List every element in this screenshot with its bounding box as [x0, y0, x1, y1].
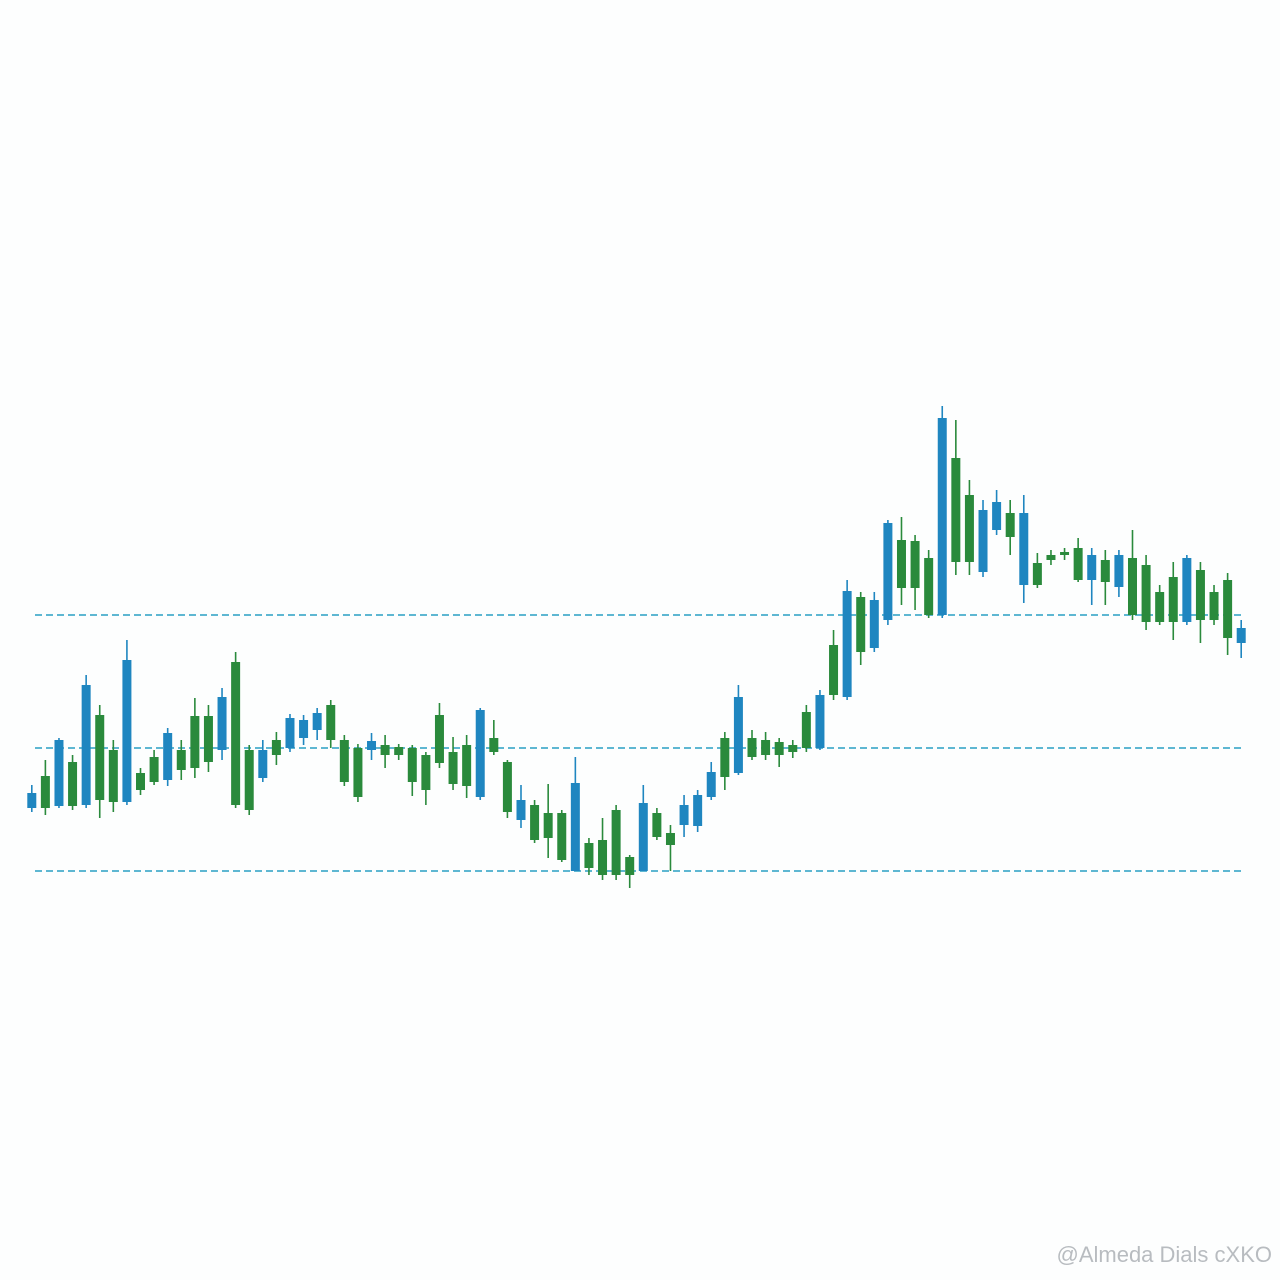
candle-body	[367, 741, 377, 750]
candle-body	[353, 748, 363, 797]
candle-body	[1046, 555, 1056, 560]
candle-body	[530, 805, 540, 840]
candle-body	[1195, 570, 1205, 620]
candle-body	[1223, 580, 1233, 638]
candle-body	[829, 645, 839, 695]
candle-body	[475, 710, 485, 797]
candle-body	[706, 772, 716, 797]
candle-body	[448, 752, 458, 784]
candle-body	[394, 747, 404, 755]
candle-body	[1032, 563, 1042, 585]
candle-body	[163, 733, 173, 780]
candle-body	[570, 783, 580, 871]
candle-body	[638, 803, 648, 871]
candle-body	[1073, 548, 1083, 580]
candle-body	[842, 591, 852, 697]
candle-body	[788, 745, 798, 752]
candle-body	[95, 715, 105, 800]
candle-body	[652, 813, 662, 837]
candle-body	[1209, 592, 1219, 620]
candle-body	[869, 600, 879, 648]
candle-body	[665, 833, 675, 845]
candle-body	[203, 716, 213, 762]
candle-body	[1005, 513, 1015, 537]
candle-body	[516, 800, 526, 820]
candle-body	[910, 541, 920, 588]
candle-body	[149, 757, 159, 782]
candle-body	[924, 558, 934, 615]
candle-body	[81, 685, 91, 805]
candle-body	[136, 773, 146, 790]
watermark: @Almeda Dials cXKO	[1056, 1242, 1272, 1267]
candle-body	[244, 750, 254, 810]
candle-body	[502, 762, 512, 812]
candle-body	[584, 843, 594, 868]
candle-body	[625, 857, 635, 875]
candle-body	[964, 495, 974, 562]
candle-body	[856, 597, 866, 652]
candle-body	[462, 745, 472, 786]
candle-body	[801, 712, 811, 748]
candle-body	[896, 540, 906, 588]
candle-body	[720, 738, 730, 777]
candle-body	[231, 662, 241, 805]
candle-body	[774, 742, 784, 755]
candle-body	[68, 762, 78, 806]
candle-body	[1114, 555, 1124, 587]
candle-body	[312, 713, 322, 730]
candle-body	[108, 750, 118, 802]
candle-body	[992, 502, 1002, 530]
candle-body	[326, 705, 336, 740]
candle-body	[40, 776, 50, 808]
candle-body	[258, 750, 268, 778]
candle-body	[380, 745, 390, 755]
candle-body	[1127, 558, 1137, 615]
candle-body	[883, 523, 893, 620]
candle-body	[978, 510, 988, 572]
candle-body	[285, 718, 295, 748]
candle-body	[1155, 592, 1165, 622]
candle-body	[190, 716, 200, 768]
candle-body	[407, 748, 417, 782]
candle-body	[1060, 552, 1070, 555]
candle-body	[1236, 628, 1246, 643]
candle-body	[937, 418, 947, 615]
candle-body	[611, 810, 621, 875]
candle-body	[761, 740, 771, 755]
candle-body	[693, 795, 703, 826]
candle-body	[339, 740, 349, 782]
candle-body	[557, 813, 567, 860]
candle-body	[815, 695, 825, 748]
candle-body	[1182, 558, 1192, 622]
candle-body	[733, 697, 743, 773]
candle-body	[299, 720, 309, 738]
candle-body	[217, 697, 227, 750]
candle-body	[421, 755, 431, 790]
candle-body	[434, 715, 444, 763]
candle-body	[27, 793, 37, 808]
candle-body	[489, 738, 499, 752]
candle-body	[54, 740, 64, 806]
candle-body	[543, 813, 553, 838]
candle-body	[271, 740, 281, 755]
candle-body	[122, 660, 132, 802]
candle-body	[1141, 565, 1151, 622]
candle-body	[176, 750, 186, 770]
candle-body	[1168, 577, 1178, 622]
candle-body	[598, 840, 608, 875]
candle-body	[747, 738, 757, 757]
candle-body	[1087, 555, 1097, 580]
candle-body	[951, 458, 961, 562]
candle-body	[679, 805, 689, 825]
candle-body	[1019, 513, 1029, 585]
candle-body	[1100, 560, 1110, 582]
